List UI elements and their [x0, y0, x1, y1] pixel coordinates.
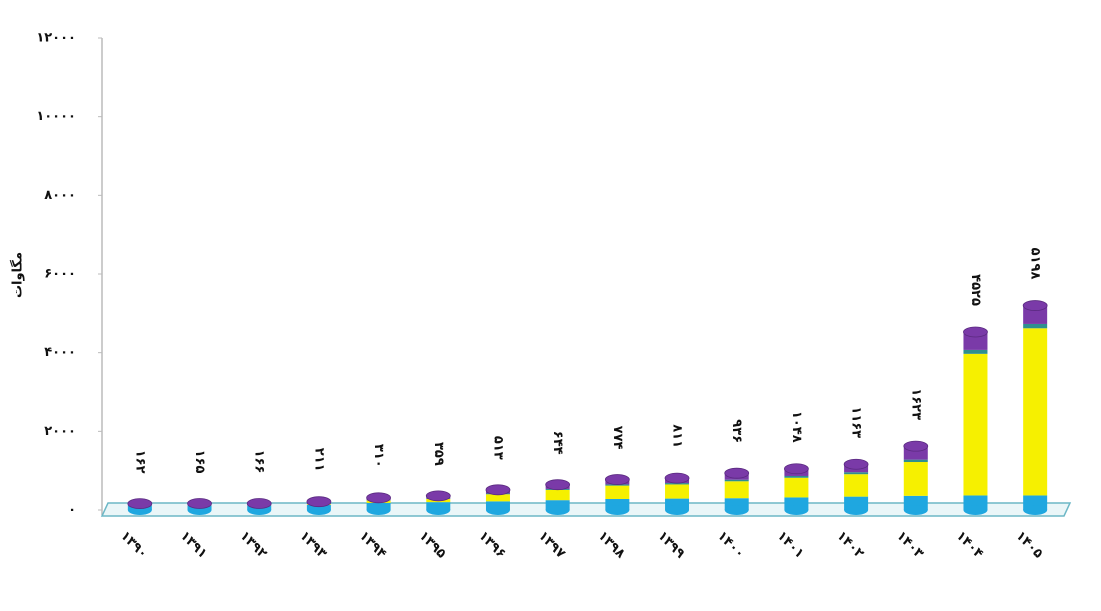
- value-label: ۵۱۳: [490, 436, 505, 460]
- bar-cap: [127, 498, 153, 510]
- bar-bottom: [724, 505, 749, 515]
- x-tick-label: ۱۳۹۱: [177, 528, 210, 561]
- bar-cap: [724, 467, 750, 479]
- bar-segment: [665, 484, 690, 499]
- bar-bottom: [485, 505, 510, 515]
- y-tick-label: ۴۰۰۰: [44, 345, 76, 360]
- y-tick-label: ۶۰۰۰: [44, 267, 76, 282]
- value-label: ۴۵۲۵: [968, 274, 983, 306]
- bar-bottom: [665, 505, 690, 515]
- bar-segment: [545, 489, 570, 501]
- value-label: ۵۱۹۸: [1028, 248, 1043, 280]
- bar-bottom: [545, 505, 570, 515]
- bar-cap: [246, 498, 272, 509]
- bar-cap: [784, 463, 809, 475]
- value-label: ۳۵۹: [431, 442, 446, 466]
- bar-cap: [366, 492, 391, 504]
- x-tick-label: ۱۴۰۲: [834, 528, 867, 561]
- y-tick-label: ۸۰۰۰: [44, 188, 76, 203]
- y-tick-label: ۰: [68, 503, 76, 518]
- bar-segment: [963, 353, 988, 496]
- bar-segment: [485, 494, 510, 502]
- value-label: ۶۴۴: [550, 431, 565, 455]
- bar-bottom: [306, 505, 331, 515]
- x-tick-label: ۱۳۹۰: [117, 528, 150, 561]
- bar-segment: [784, 477, 809, 498]
- y-tick-label: ۲۰۰۰: [44, 424, 76, 439]
- bar-cap: [963, 326, 988, 338]
- bar-segment: [665, 483, 690, 485]
- x-tick-label: ۱۳۹۶: [475, 528, 508, 561]
- bar-segment: [724, 479, 749, 482]
- value-label: ۱۱۶۳: [849, 406, 864, 438]
- x-tick-label: ۱۳۹۵: [416, 528, 449, 561]
- value-label: ۱۶۶: [252, 450, 267, 474]
- bar-segment: [1023, 323, 1048, 329]
- value-label: ۲۱۱: [311, 448, 326, 472]
- value-label: ۱۰۴۸: [789, 411, 804, 443]
- bar-bottom: [605, 505, 630, 515]
- x-tick-label: ۱۳۹۸: [595, 528, 628, 561]
- bar-segment: [1023, 328, 1048, 496]
- floor: [100, 502, 1072, 517]
- bar-cap: [604, 474, 630, 485]
- y-axis-label: مگاوات: [10, 252, 26, 298]
- x-tick-label: ۱۴۰۰: [714, 528, 747, 561]
- bar-segment: [665, 498, 690, 510]
- x-tick-label: ۱۴۰۴: [953, 528, 986, 561]
- bar-segment: [605, 485, 630, 499]
- bar-bottom: [844, 505, 869, 515]
- value-label: ۱۶۲: [132, 450, 147, 474]
- x-tick-label: ۱۳۹۷: [535, 528, 568, 561]
- value-label: ۹۳۶: [729, 419, 744, 443]
- value-label: ۸۱۱: [670, 424, 685, 448]
- bar-bottom: [784, 505, 809, 515]
- bar-cap: [1022, 300, 1048, 311]
- value-label: ۳۱۰: [371, 444, 386, 468]
- x-tick-label: ۱۴۰۵: [1013, 528, 1046, 561]
- value-label: ۷۷۴: [610, 426, 625, 450]
- bar-cap: [903, 440, 929, 452]
- x-tick-label: ۱۳۹۳: [296, 528, 329, 561]
- bar-segment: [605, 498, 630, 510]
- bar-bottom: [366, 505, 391, 515]
- bar-cap: [306, 496, 332, 508]
- bar-bottom: [426, 505, 451, 515]
- bar-segment: [784, 475, 809, 478]
- value-label: ۱۶۵: [192, 450, 207, 474]
- y-tick-label: ۱۲۰۰۰: [36, 31, 76, 46]
- bar-segment: [963, 349, 988, 354]
- x-tick-label: ۱۴۰۳: [893, 528, 926, 561]
- x-tick-label: ۱۳۹۹: [655, 528, 688, 561]
- value-label: ۱۶۲۳: [908, 388, 923, 420]
- y-tick-label: ۱۰۰۰۰: [36, 109, 76, 124]
- x-tick-label: ۱۴۰۱: [774, 528, 807, 561]
- bar-segment: [903, 462, 928, 496]
- bar-cap: [425, 490, 451, 502]
- bar-segment: [844, 474, 869, 497]
- bar-cap: [187, 498, 212, 509]
- bar-cap: [545, 479, 571, 491]
- bar-segment: [605, 484, 630, 486]
- bar-segment: [724, 498, 749, 510]
- bar-segment: [724, 481, 749, 499]
- bar-bottom: [963, 505, 988, 515]
- x-tick-label: ۱۳۹۴: [356, 528, 389, 561]
- bar-cap: [664, 472, 690, 484]
- bar-segment: [844, 472, 869, 475]
- bar-cap: [485, 484, 511, 496]
- x-tick-label: ۱۳۹۲: [237, 528, 270, 561]
- bar-segment: [903, 459, 928, 463]
- bar-bottom: [903, 505, 928, 515]
- bar-bottom: [1023, 505, 1048, 515]
- bar-cap: [843, 458, 869, 470]
